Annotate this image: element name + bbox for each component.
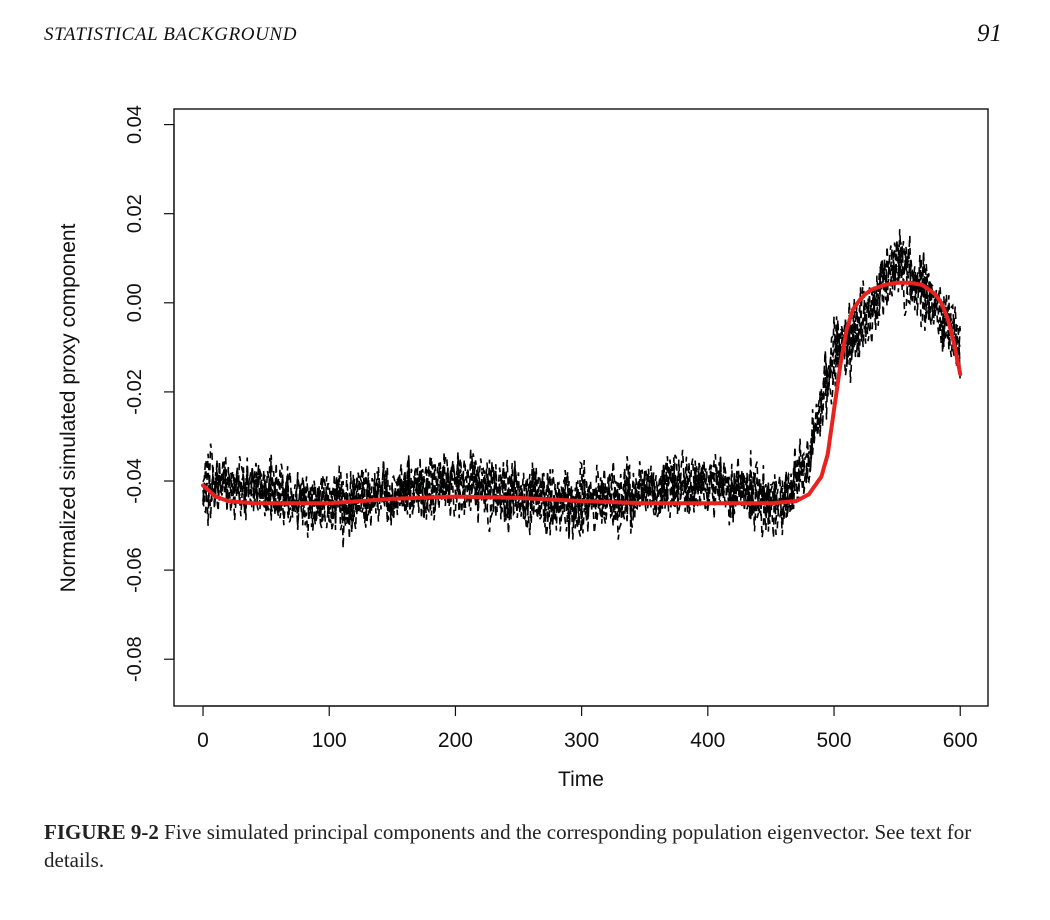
y-tick-label: -0.08 (124, 636, 146, 682)
y-tick-label: -0.02 (124, 369, 146, 415)
figure-caption: FIGURE 9-2 Five simulated principal comp… (44, 818, 1004, 874)
caption-label: FIGURE 9-2 (44, 820, 159, 844)
y-axis-label: Normalized simulated proxy component (57, 223, 80, 592)
x-tick-label: 0 (197, 729, 209, 752)
plot-frame (173, 108, 989, 707)
x-tick-label: 400 (690, 729, 725, 752)
y-tick-label: 0.02 (124, 194, 146, 233)
eigenvector-clip-group (201, 229, 963, 549)
x-tick-label: 300 (564, 729, 599, 752)
x-axis: 0 100 200 300 400 500 600 (197, 705, 978, 752)
caption-text: Five simulated principal components and … (44, 820, 972, 872)
population-eigenvector-line (201, 280, 963, 506)
y-tick-label: 0.00 (124, 283, 146, 322)
x-tick-label: 100 (312, 729, 347, 752)
simulated-component-line (202, 235, 961, 536)
y-tick-label: 0.04 (124, 105, 146, 144)
simulated-component-line (202, 242, 961, 541)
x-tick-label: 200 (438, 729, 473, 752)
simulated-components (202, 229, 961, 549)
figure-chart: 0 100 200 300 400 500 600 -0.08 -0.06 -0.04 -0.02… (57, 105, 989, 791)
y-axis: -0.08 -0.06 -0.04 -0.02 0.00 0.02 0.04 (124, 105, 175, 682)
simulated-component-line (202, 229, 961, 538)
running-head: STATISTICAL BACKGROUND (44, 24, 298, 45)
x-tick-label: 600 (943, 729, 978, 752)
simulated-component-line (202, 240, 961, 549)
simulated-component-line (202, 240, 961, 540)
page-number: 91 (977, 20, 1002, 47)
y-tick-label: -0.06 (124, 547, 146, 593)
x-axis-label: Time (558, 768, 604, 791)
x-tick-label: 500 (817, 729, 852, 752)
y-tick-label: -0.04 (124, 458, 146, 504)
